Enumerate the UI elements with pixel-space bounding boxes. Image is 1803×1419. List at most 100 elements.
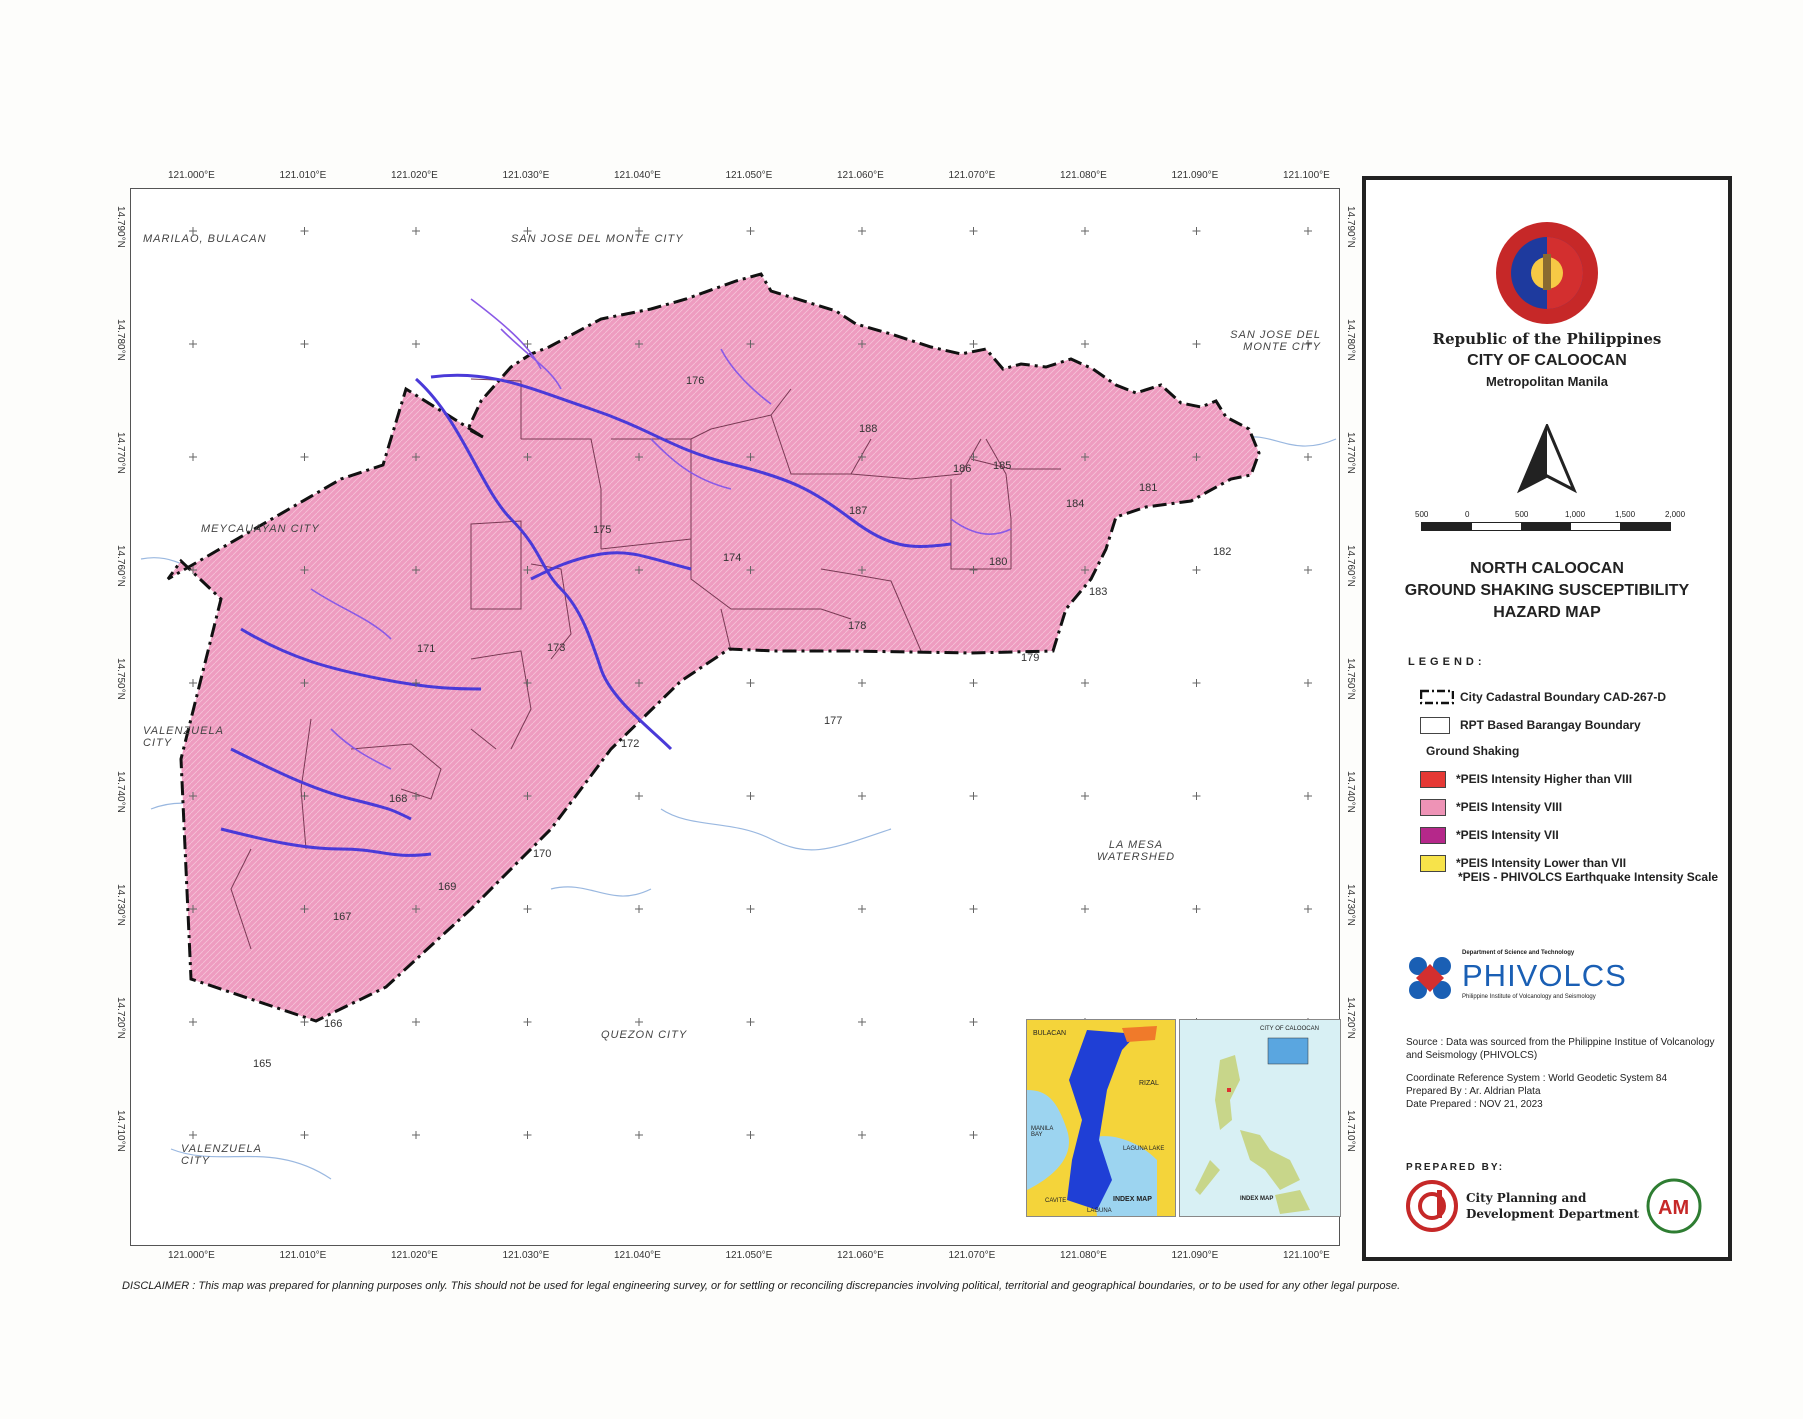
grid-cross bbox=[523, 227, 532, 235]
city-seal-logo bbox=[1494, 220, 1600, 326]
tick-y-left: 14.790°N bbox=[115, 206, 126, 248]
map-canvas: 176 188 186 185 184 181 187 175 174 180 … bbox=[140, 227, 1337, 1180]
tick-x-bottom: 121.000°E bbox=[168, 1250, 215, 1261]
grid-cross bbox=[746, 1131, 755, 1139]
tick-y-right: 14.730°N bbox=[1345, 884, 1356, 926]
north-arrow-icon bbox=[1516, 422, 1578, 501]
brgy-183: 183 bbox=[1089, 586, 1107, 598]
grid-cross bbox=[635, 1018, 643, 1026]
grid-cross bbox=[969, 1018, 978, 1026]
tick-x-bottom: 121.010°E bbox=[279, 1250, 327, 1261]
brgy-184: 184 bbox=[1066, 498, 1084, 510]
province-inset-svg bbox=[1027, 1026, 1157, 1216]
grid-cross bbox=[523, 679, 532, 687]
grid-cross bbox=[969, 679, 978, 687]
barangay-labels: 176 188 186 185 184 181 187 175 174 180 … bbox=[253, 375, 1231, 1070]
grid-cross bbox=[523, 453, 532, 461]
tick-y-right: 14.780°N bbox=[1345, 319, 1356, 361]
grid-cross bbox=[635, 227, 643, 235]
grid-cross bbox=[189, 453, 197, 461]
brgy-185: 185 bbox=[993, 460, 1011, 472]
grid-cross bbox=[189, 679, 197, 687]
graticule bbox=[189, 227, 1312, 1139]
tick-y-right: 14.710°N bbox=[1345, 1110, 1356, 1152]
tick-y-left: 14.750°N bbox=[115, 658, 126, 700]
tick-x-bottom: 121.070°E bbox=[948, 1250, 996, 1261]
grid-cross bbox=[969, 340, 978, 348]
tick-y-left: 14.740°N bbox=[115, 771, 126, 813]
tick-y-right: 14.750°N bbox=[1345, 658, 1356, 700]
grid-cross bbox=[746, 453, 755, 461]
legend-item-label: *PEIS Intensity Higher than VIII bbox=[1456, 772, 1633, 786]
index-map-country: CITY OF CALOOCAN INDEX MAP bbox=[1179, 1019, 1341, 1217]
grid-cross bbox=[300, 566, 309, 574]
city-title: CITY OF CALOOCAN bbox=[1467, 352, 1627, 369]
brgy-186: 186 bbox=[953, 463, 971, 475]
legend-city-boundary-label: City Cadastral Boundary CAD-267-D bbox=[1460, 690, 1667, 704]
tick-x-top: 121.080°E bbox=[1060, 170, 1107, 181]
brgy-170: 170 bbox=[533, 848, 551, 860]
grid-cross bbox=[189, 792, 197, 800]
grid-cross bbox=[300, 1018, 309, 1026]
grid-cross bbox=[858, 1131, 866, 1139]
tick-x-bottom: 121.040°E bbox=[614, 1250, 661, 1261]
tick-y-left: 14.780°N bbox=[115, 319, 126, 361]
grid-cross bbox=[969, 905, 978, 913]
legend-item: *PEIS Intensity Higher than VIII bbox=[1420, 770, 1632, 788]
grid-cross bbox=[523, 905, 532, 913]
meta-crs: Coordinate Reference System : World Geod… bbox=[1406, 1073, 1668, 1084]
grid-cross bbox=[635, 679, 643, 687]
legend-swatch bbox=[1420, 826, 1446, 844]
grid-cross bbox=[1081, 227, 1089, 235]
grid-cross bbox=[858, 227, 866, 235]
grid-cross bbox=[523, 340, 532, 348]
legend-swatch bbox=[1420, 854, 1446, 872]
brgy-166: 166 bbox=[324, 1018, 342, 1030]
legend-item: *PEIS Intensity VIII bbox=[1420, 798, 1562, 816]
grid-cross bbox=[412, 679, 420, 687]
cpdd-name: City Planning and Development Department bbox=[1466, 1190, 1639, 1222]
grid-cross bbox=[746, 792, 755, 800]
tick-y-right: 14.740°N bbox=[1345, 771, 1356, 813]
tick-y-left: 14.730°N bbox=[115, 884, 126, 926]
cpdd-line-1: City Planning and bbox=[1466, 1191, 1587, 1205]
tick-y-right: 14.760°N bbox=[1345, 545, 1356, 587]
map-title: NORTH CALOOCAN GROUND SHAKING SUSCEPTIBI… bbox=[1366, 558, 1728, 624]
legend-item-label: *PEIS Intensity VII bbox=[1456, 828, 1559, 842]
phivolcs-icon bbox=[1409, 957, 1451, 999]
main-rivers bbox=[220, 373, 952, 857]
tributaries bbox=[310, 298, 1012, 770]
phivolcs-dept: Department of Science and Technology bbox=[1462, 950, 1575, 956]
grid-cross bbox=[1192, 340, 1201, 348]
tick-y-left: 14.710°N bbox=[115, 1110, 126, 1152]
grid-cross bbox=[858, 905, 866, 913]
grid-cross bbox=[1081, 679, 1089, 687]
am-logo-text: AM bbox=[1658, 1197, 1689, 1219]
legend-item-label: *PEIS Intensity Lower than VII bbox=[1456, 856, 1627, 870]
grid-cross bbox=[189, 566, 197, 574]
brgy-180: 180 bbox=[989, 556, 1007, 568]
brgy-boundary-swatch bbox=[1420, 716, 1450, 734]
grid-cross bbox=[300, 679, 309, 687]
inset-manila-bay: MANILA BAY bbox=[1031, 1126, 1054, 1138]
scale-label: 500 bbox=[1515, 510, 1529, 519]
grid-cross bbox=[969, 227, 978, 235]
grid-cross bbox=[1081, 566, 1089, 574]
meta-date: Date Prepared : NOV 21, 2023 bbox=[1406, 1099, 1543, 1110]
tick-y-left: 14.720°N bbox=[115, 997, 126, 1039]
grid-cross bbox=[635, 340, 643, 348]
scale-label: 0 bbox=[1465, 510, 1470, 519]
tick-y-right: 14.770°N bbox=[1345, 432, 1356, 474]
tick-x-top: 121.050°E bbox=[725, 170, 773, 181]
grid-cross bbox=[1304, 227, 1312, 235]
index-map-label-2: INDEX MAP bbox=[1240, 1196, 1274, 1202]
brgy-172: 172 bbox=[621, 738, 639, 750]
scale-bar: 500 0 500 1,000 1,500 2,000 bbox=[1415, 510, 1685, 531]
grid-cross bbox=[523, 792, 532, 800]
brgy-188: 188 bbox=[859, 423, 877, 435]
brgy-169: 169 bbox=[438, 881, 456, 893]
tick-x-bottom: 121.020°E bbox=[391, 1250, 438, 1261]
legend-brgy-boundary: RPT Based Barangay Boundary bbox=[1420, 716, 1641, 734]
grid-cross bbox=[412, 453, 420, 461]
grid-cross bbox=[412, 340, 420, 348]
